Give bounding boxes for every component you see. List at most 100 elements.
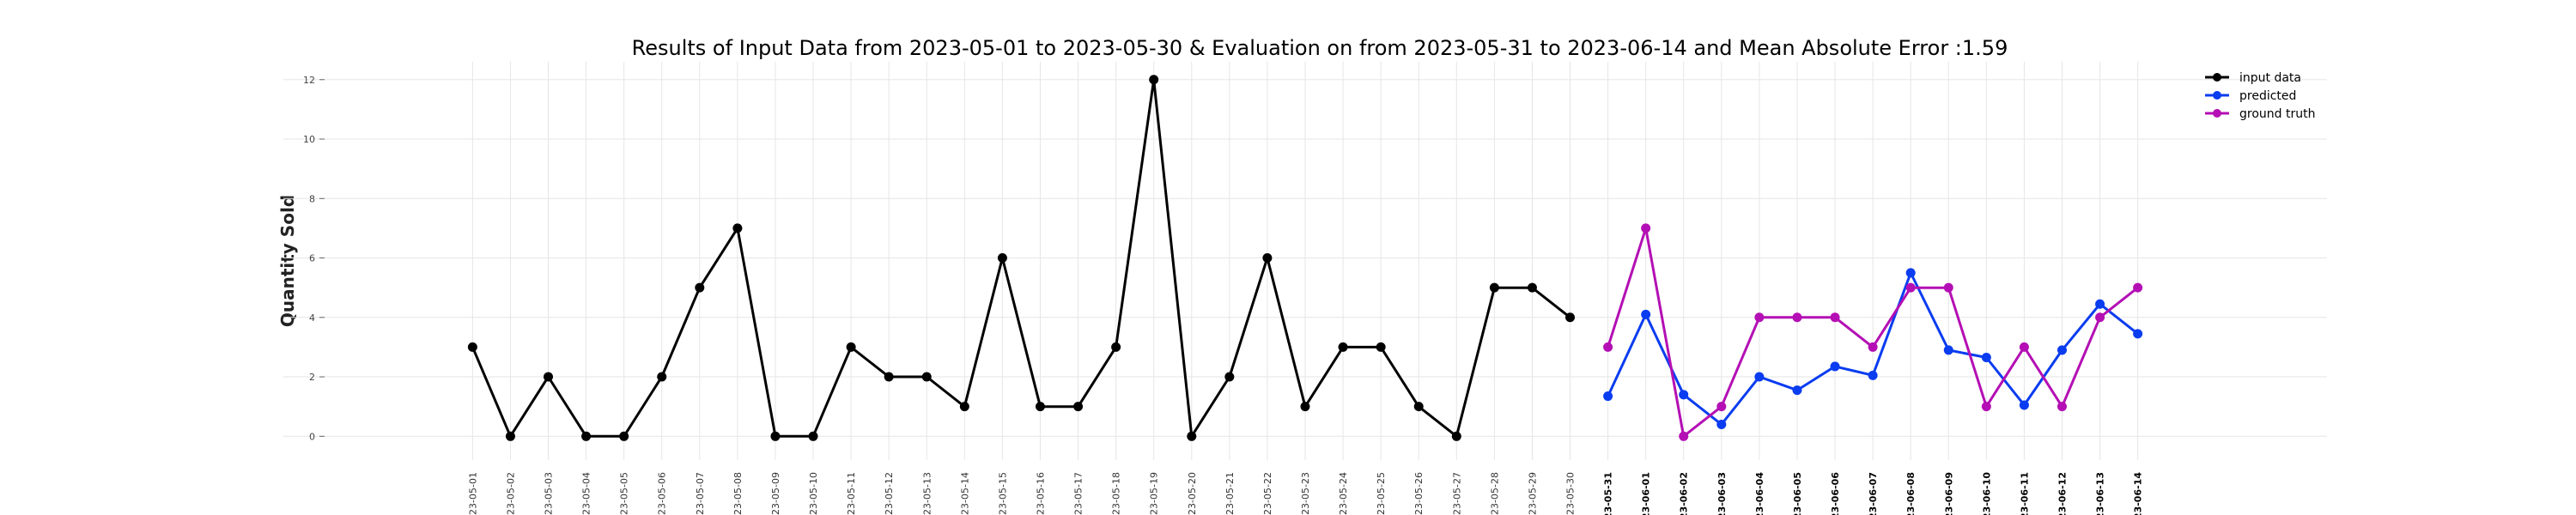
data-point (1035, 402, 1045, 412)
x-tick-label: -23-05-06 (657, 472, 668, 515)
x-tick-label: -23-05-18 (1111, 472, 1122, 515)
x-tick-label: -23-06-07 (1868, 472, 1879, 515)
x-tick-label: -23-05-01 (467, 472, 478, 515)
x-tick-label: -23-05-22 (1262, 472, 1273, 515)
data-point (808, 431, 818, 441)
x-tick-label: -23-05-20 (1187, 472, 1198, 515)
data-point (2095, 299, 2105, 309)
x-tick-label: -23-05-19 (1149, 472, 1160, 515)
data-point (1262, 253, 1273, 264)
x-tick-label: -23-05-24 (1338, 472, 1349, 515)
x-tick-label: -23-05-10 (808, 472, 819, 515)
data-point (1868, 342, 1878, 352)
x-tick-label: -23-06-03 (1716, 472, 1728, 515)
x-tick-label: -23-05-28 (1489, 472, 1500, 515)
data-point (1641, 223, 1651, 233)
data-point (1792, 385, 1802, 396)
series-line (471, 78, 1571, 438)
data-point (1300, 402, 1310, 412)
legend-label: ground truth (2239, 107, 2315, 121)
legend-marker (2213, 91, 2221, 100)
data-point (1754, 312, 1765, 323)
data-point (467, 342, 477, 352)
data-point (997, 253, 1007, 264)
x-tick-label: -23-05-13 (921, 472, 933, 515)
data-point (1716, 419, 1727, 429)
data-point (1716, 402, 1727, 412)
x-tick-label: -23-05-14 (959, 472, 970, 515)
x-tick-label: -23-05-29 (1527, 472, 1538, 515)
y-axis-label: Quantity Sold (277, 195, 298, 327)
x-tick-label: -23-05-17 (1073, 472, 1084, 515)
y-tick-label: 12 (303, 75, 315, 86)
y-tick-label: 8 (309, 193, 315, 204)
y-tick-label: 0 (309, 431, 315, 442)
x-tick-label: -23-06-12 (2057, 472, 2068, 515)
y-axis-ticks: 0 2 4 6 8 10 12 (303, 75, 325, 442)
data-point (1603, 391, 1613, 402)
x-tick-label: -23-05-15 (997, 472, 1008, 515)
data-point (1187, 431, 1197, 441)
legend-label: predicted (2239, 89, 2296, 103)
data-point (505, 431, 515, 441)
data-point (2133, 329, 2143, 339)
x-tick-label: -23-06-01 (1641, 472, 1652, 515)
data-point (1905, 268, 1916, 278)
x-tick-label: -23-06-06 (1830, 472, 1841, 515)
data-point (959, 402, 969, 412)
data-point (1149, 75, 1159, 85)
data-point (619, 431, 629, 441)
legend-label: input data (2239, 71, 2301, 85)
x-tick-label: -23-05-12 (884, 472, 895, 515)
x-tick-label: -23-06-13 (2095, 472, 2106, 515)
x-tick-label: -23-05-27 (1451, 472, 1462, 515)
x-tick-label: -23-05-31 (1603, 472, 1614, 515)
series-predicted (1603, 268, 2143, 429)
data-point (1451, 431, 1461, 441)
x-tick-label: -23-06-02 (1679, 472, 1690, 515)
data-point (2095, 312, 2105, 323)
data-point (1376, 342, 1386, 352)
x-tick-label: -23-06-08 (1905, 472, 1917, 515)
data-point (2019, 400, 2029, 410)
x-tick-label: -23-05-25 (1376, 472, 1387, 515)
x-tick-label: -23-05-09 (770, 472, 781, 515)
data-point (1641, 309, 1651, 319)
x-tick-label: -23-05-03 (544, 472, 555, 515)
data-point (732, 223, 743, 233)
data-point (921, 372, 932, 382)
legend-entry: input data (2205, 71, 2301, 85)
data-point (884, 372, 894, 382)
data-point (1792, 312, 1802, 323)
x-tick-label: -23-05-02 (505, 472, 516, 515)
data-point (846, 342, 856, 352)
data-point (1754, 372, 1765, 382)
data-point (1905, 282, 1916, 293)
series-group (467, 75, 2143, 441)
x-tick-label: -23-06-05 (1792, 472, 1803, 515)
data-point (1565, 312, 1576, 323)
data-point (1943, 282, 1953, 293)
x-tick-label: -23-05-30 (1565, 472, 1577, 515)
data-point (581, 431, 592, 441)
legend-entry: ground truth (2205, 107, 2315, 121)
data-point (657, 372, 667, 382)
x-tick-label: -23-05-21 (1224, 472, 1236, 515)
x-tick-label: -23-06-04 (1754, 472, 1765, 515)
x-tick-label: -23-06-11 (2019, 472, 2030, 515)
legend-marker (2213, 109, 2221, 118)
data-point (1679, 390, 1689, 400)
data-point (2057, 345, 2067, 355)
legend: input data predicted ground truth (2205, 71, 2315, 121)
x-tick-label: -23-05-08 (732, 472, 744, 515)
series-ground-truth (1603, 223, 2143, 441)
x-axis-ticks: -23-05-01 -23-05-02 -23-05-03 -23-05-04 -23-… (467, 472, 2143, 515)
data-point (1224, 372, 1235, 382)
data-point (1868, 370, 1878, 380)
x-tick-label: -23-06-10 (1981, 472, 1992, 515)
data-point (770, 431, 781, 441)
data-point (1111, 342, 1121, 352)
x-tick-label: -23-06-14 (2133, 472, 2144, 515)
data-point (2057, 402, 2067, 412)
